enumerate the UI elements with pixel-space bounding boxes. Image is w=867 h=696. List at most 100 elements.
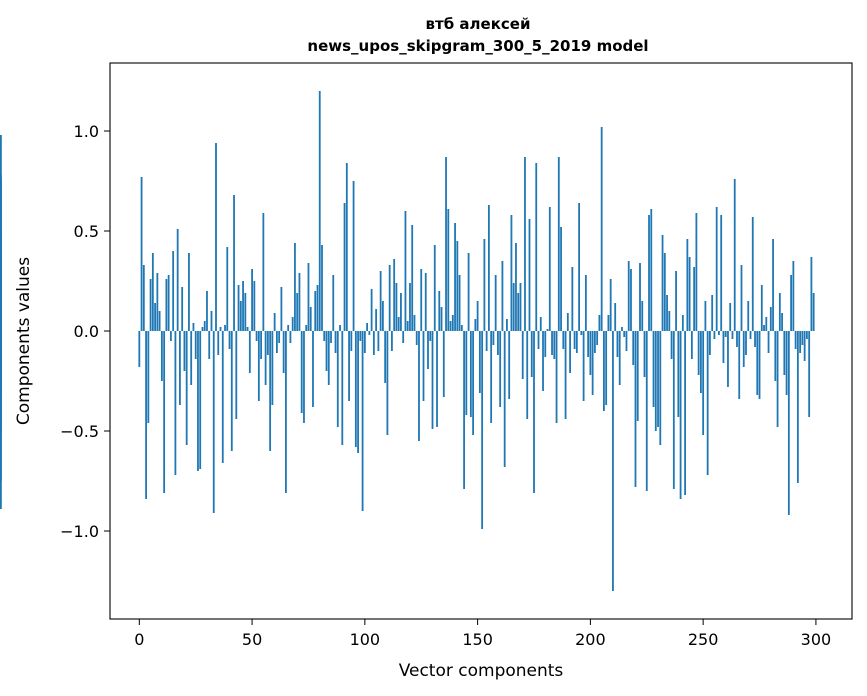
bar bbox=[616, 331, 619, 357]
bar bbox=[808, 331, 811, 417]
bar bbox=[481, 331, 484, 529]
bar bbox=[449, 321, 452, 331]
bar bbox=[641, 301, 644, 331]
bar bbox=[535, 163, 538, 331]
bar bbox=[370, 289, 373, 331]
bar bbox=[519, 283, 522, 331]
bar bbox=[508, 331, 511, 399]
bar bbox=[754, 331, 756, 347]
bar bbox=[192, 323, 195, 331]
bar bbox=[460, 325, 463, 331]
y-tick-label: −0.5 bbox=[60, 422, 99, 441]
bar bbox=[582, 331, 585, 401]
bar bbox=[765, 317, 768, 331]
bar bbox=[731, 331, 734, 339]
bar bbox=[388, 265, 391, 331]
bar bbox=[429, 331, 432, 341]
bar bbox=[699, 331, 702, 393]
chart-title: втб алексей bbox=[426, 15, 531, 33]
bar bbox=[375, 309, 378, 331]
bar bbox=[409, 283, 411, 331]
bar bbox=[686, 239, 689, 331]
bar bbox=[397, 317, 400, 331]
bar bbox=[212, 331, 215, 513]
bar bbox=[154, 303, 156, 331]
bar bbox=[794, 331, 797, 349]
bar bbox=[778, 293, 781, 331]
x-tick-label: 0 bbox=[134, 630, 144, 649]
bar bbox=[810, 257, 813, 331]
y-tick-label: 1.0 bbox=[74, 122, 99, 141]
bar bbox=[506, 319, 508, 331]
bar bbox=[316, 285, 319, 331]
x-tick-label: 250 bbox=[688, 630, 719, 649]
bar bbox=[294, 243, 296, 331]
bar bbox=[724, 331, 727, 337]
bar bbox=[501, 261, 504, 331]
bar bbox=[630, 269, 632, 331]
bar bbox=[659, 331, 662, 445]
bar bbox=[266, 331, 269, 355]
bar bbox=[704, 301, 707, 331]
bar bbox=[776, 331, 779, 427]
bar bbox=[415, 331, 418, 345]
bar bbox=[632, 331, 635, 365]
x-tick-label: 100 bbox=[350, 630, 381, 649]
bar bbox=[436, 331, 438, 427]
bar bbox=[176, 229, 179, 331]
bar bbox=[715, 207, 718, 331]
bar bbox=[363, 331, 366, 353]
bar bbox=[341, 331, 344, 445]
bar bbox=[188, 253, 190, 331]
bar bbox=[805, 331, 808, 339]
bar bbox=[305, 325, 308, 331]
bar bbox=[336, 331, 339, 427]
bar bbox=[564, 331, 567, 419]
bar bbox=[406, 321, 409, 331]
bar bbox=[228, 331, 231, 349]
bar bbox=[756, 331, 759, 395]
bar bbox=[350, 331, 353, 351]
bar bbox=[706, 331, 709, 475]
bar bbox=[142, 265, 145, 331]
bar bbox=[172, 251, 175, 331]
bar bbox=[233, 195, 235, 331]
bar bbox=[539, 317, 542, 331]
bar bbox=[733, 179, 736, 331]
bar bbox=[138, 331, 141, 367]
bar bbox=[600, 127, 603, 331]
chart-subtitle: news_upos_skipgram_300_5_2019 model bbox=[307, 37, 648, 55]
bar bbox=[456, 241, 459, 331]
bar bbox=[799, 331, 802, 353]
bar bbox=[357, 331, 359, 453]
bar bbox=[745, 331, 747, 355]
bar bbox=[760, 285, 763, 331]
bar bbox=[796, 331, 799, 483]
bar bbox=[314, 291, 317, 331]
bar bbox=[566, 313, 569, 331]
bar bbox=[517, 293, 520, 331]
x-tick-label: 50 bbox=[242, 630, 262, 649]
bar bbox=[679, 331, 682, 499]
plot-frame bbox=[109, 62, 853, 620]
bar bbox=[584, 275, 587, 331]
bar bbox=[181, 287, 184, 331]
bar bbox=[812, 293, 815, 331]
bar bbox=[580, 331, 583, 335]
bar bbox=[339, 325, 341, 331]
bar bbox=[433, 245, 436, 331]
bar bbox=[492, 331, 495, 345]
bar bbox=[490, 331, 493, 423]
bar bbox=[323, 331, 326, 341]
bar bbox=[598, 315, 601, 331]
bar bbox=[736, 331, 738, 347]
bar bbox=[368, 331, 371, 335]
bar bbox=[287, 325, 290, 331]
bar bbox=[742, 331, 745, 367]
bar bbox=[334, 331, 337, 353]
y-tick-label: −1.0 bbox=[60, 522, 99, 541]
bar bbox=[298, 273, 301, 331]
bar bbox=[666, 295, 668, 331]
bar bbox=[648, 215, 650, 331]
bar bbox=[524, 157, 526, 331]
